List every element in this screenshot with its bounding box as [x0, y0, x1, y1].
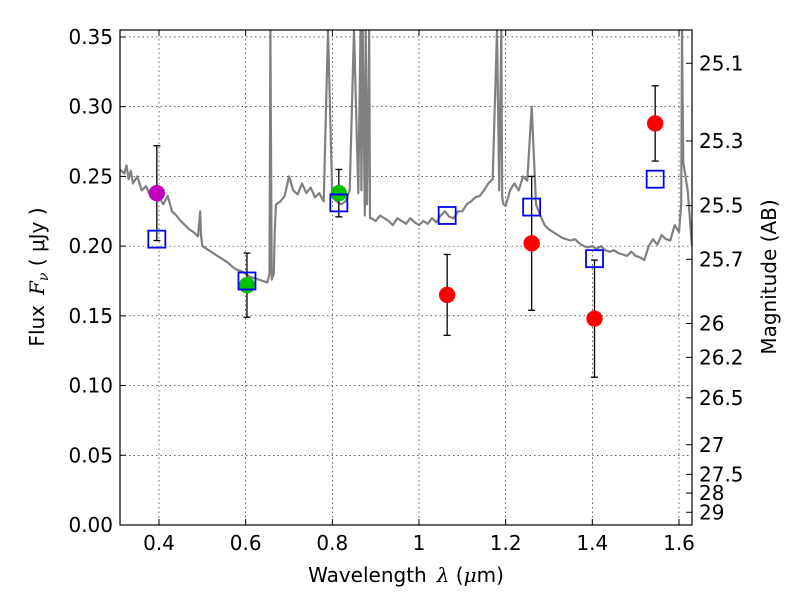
- x-tick-label: 1.2: [490, 531, 522, 555]
- x-axis-label-unit-mu: μ: [464, 563, 477, 587]
- observed-optical-point: [330, 184, 348, 202]
- y-tick-label: 0.30: [68, 95, 113, 119]
- observed-optical-point: [238, 276, 256, 294]
- observed-nir-point: [438, 286, 456, 304]
- magnitude-axis-label: Magnitude (AB): [757, 199, 781, 354]
- y-tick-label: 0.15: [68, 304, 113, 328]
- magnitude-tick-label: 26.2: [699, 345, 744, 369]
- y-tick-label: 0.05: [68, 443, 113, 467]
- plot-frame: [119, 29, 693, 526]
- magnitude-tick-label: 27: [699, 433, 724, 457]
- x-axis-label-prefix: Wavelength: [308, 563, 427, 587]
- x-tick-label: 1.4: [576, 531, 608, 555]
- y-tick-label: 0.00: [68, 513, 113, 537]
- magnitude-tick-label: 25.7: [699, 247, 744, 271]
- y-axis-label-symbol: F: [25, 280, 49, 296]
- model-photometry-point: [522, 197, 542, 217]
- magnitude-tick-label: 27.5: [699, 462, 744, 486]
- y-tick-label: 0.35: [68, 25, 113, 49]
- y-axis-ticks: 0.00 0.05 0.10 0.15 0.20 0.25 0.30 0.35: [68, 25, 126, 537]
- model-photometry-point: [237, 271, 257, 291]
- x-axis-label-unit-open: (: [449, 563, 463, 587]
- y-axis-label: Flux Fν ( μJy ): [25, 207, 52, 346]
- observed-nir-point: [646, 115, 664, 132]
- model-photometry-point: [329, 193, 349, 213]
- model-photometry-point: [585, 249, 604, 269]
- y-tick-label: 0.25: [68, 164, 113, 188]
- y-axis-label-subscript: ν: [36, 272, 52, 281]
- errorbars-group: [153, 85, 659, 378]
- x-axis-label-symbol: λ: [436, 563, 450, 587]
- y-tick-label: 0.20: [68, 234, 113, 258]
- x-tick-label: 0.6: [230, 531, 262, 555]
- plot-area: [120, 30, 692, 378]
- x-tick-label: 1.6: [663, 531, 695, 555]
- magnitude-tick-label: 25.1: [699, 51, 744, 75]
- observed-nir-point: [586, 310, 603, 327]
- spectrum-line: [120, 30, 692, 284]
- magnitude-tick-label: 28: [699, 481, 724, 505]
- magnitude-tick-label: 26.5: [699, 386, 744, 410]
- observed-uv-point: [148, 184, 166, 202]
- x-axis-label: Wavelength λ (μm): [308, 563, 504, 587]
- spectrum-group: [120, 30, 692, 284]
- y-tick-label: 0.10: [68, 374, 113, 398]
- observed-nir-point: [523, 235, 540, 252]
- model-photometry-point: [437, 206, 457, 225]
- magnitude-tick-label: 29: [699, 500, 724, 524]
- model-photometry-point: [147, 229, 167, 249]
- x-tick-label: 0.4: [143, 531, 175, 555]
- x-axis-ticks: 0.4 0.6 0.8 1 1.2 1.4 1.6: [143, 30, 695, 555]
- magnitude-tick-label: 25.3: [699, 129, 744, 153]
- magnitude-tick-label: 26: [699, 311, 724, 335]
- model-photometry-point: [645, 169, 665, 189]
- x-tick-label: 1: [413, 531, 426, 555]
- y-axis-label-prefix: Flux: [25, 305, 49, 347]
- magnitude-tick-label: 25.5: [699, 194, 744, 218]
- x-tick-label: 0.8: [316, 531, 348, 555]
- x-axis-label-unit-rest: m): [477, 563, 504, 587]
- y-axis-label-unit: ( μJy ): [25, 207, 49, 272]
- markers-group: [147, 115, 665, 327]
- grid: [120, 30, 692, 526]
